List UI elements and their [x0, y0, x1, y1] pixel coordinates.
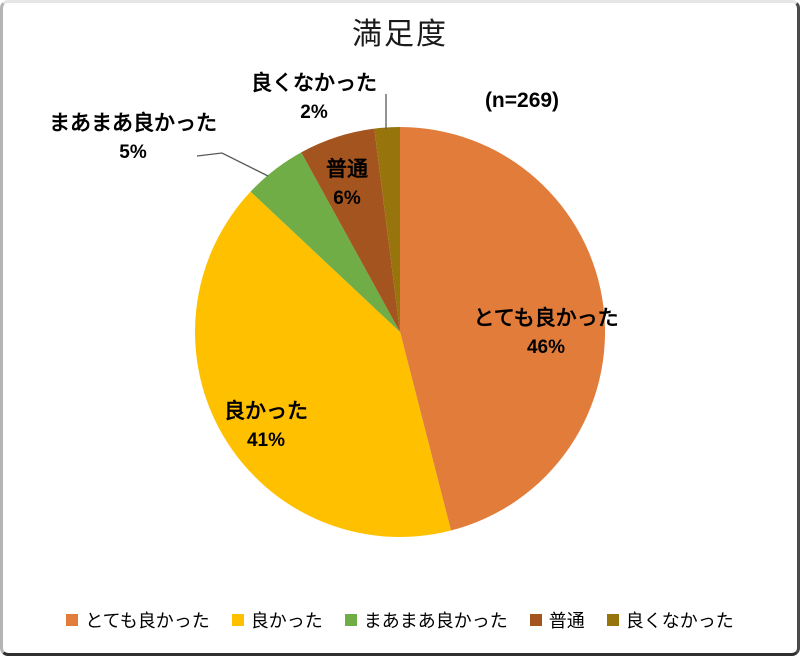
legend-item-1: 良かった — [231, 607, 323, 633]
slice-label-percent: 2% — [300, 102, 328, 123]
slice-label-name: とても良かった — [473, 307, 619, 330]
slice-label-name: 普通 — [326, 158, 368, 181]
legend-label: 良かった — [250, 611, 323, 631]
legend-swatch-icon — [344, 614, 357, 626]
legend-item-0: とても良かった — [66, 607, 210, 633]
legend-item-2: まあまあ良かった — [344, 607, 508, 633]
slice-label-name: 良くなかった — [251, 72, 377, 95]
leader-line-maamaa — [196, 152, 269, 177]
slice-label-percent: 6% — [333, 188, 361, 209]
slice-label-yokunakatta: 良くなかった 2% — [251, 68, 377, 127]
legend-swatch-icon — [231, 614, 244, 626]
legend-swatch-icon — [66, 614, 79, 626]
pie-slice-0 — [400, 127, 606, 531]
legend-swatch-icon — [606, 614, 619, 626]
legend-label: まあまあ良かった — [363, 611, 508, 631]
slice-label-yokatta: 良かった 41% — [224, 396, 308, 455]
legend-item-3: 普通 — [529, 607, 585, 633]
slice-label-percent: 41% — [246, 430, 286, 451]
sample-size-label: (n=269) — [484, 89, 560, 112]
pie-slice-4 — [374, 127, 400, 332]
legend-swatch-icon — [529, 614, 542, 626]
slice-label-name: 良かった — [224, 400, 308, 423]
slice-label-maamaa-yokatta: まあまあ良かった 5% — [49, 108, 217, 167]
pie-slices — [195, 127, 606, 537]
chart-title: 満足度 — [352, 18, 448, 51]
legend-item-4: 良くなかった — [606, 607, 734, 633]
legend-label: とても良かった — [85, 611, 210, 631]
pie-slice-1 — [195, 191, 451, 537]
slice-label-percent: 46% — [526, 337, 566, 358]
pie-chart — [195, 94, 606, 537]
legend-label: 良くなかった — [625, 611, 734, 631]
slice-label-percent: 5% — [119, 142, 147, 163]
slice-label-totemo-yokatta: とても良かった 46% — [473, 303, 618, 362]
legend-label: 普通 — [548, 611, 585, 631]
slice-label-futsuu: 普通 6% — [326, 154, 368, 213]
slice-label-name: まあまあ良かった — [49, 112, 217, 135]
pie-slice-3 — [301, 128, 400, 332]
pie-slice-2 — [250, 152, 400, 332]
legend: とても良かった 良かった まあまあ良かった 普通 良くなかった — [3, 607, 797, 633]
